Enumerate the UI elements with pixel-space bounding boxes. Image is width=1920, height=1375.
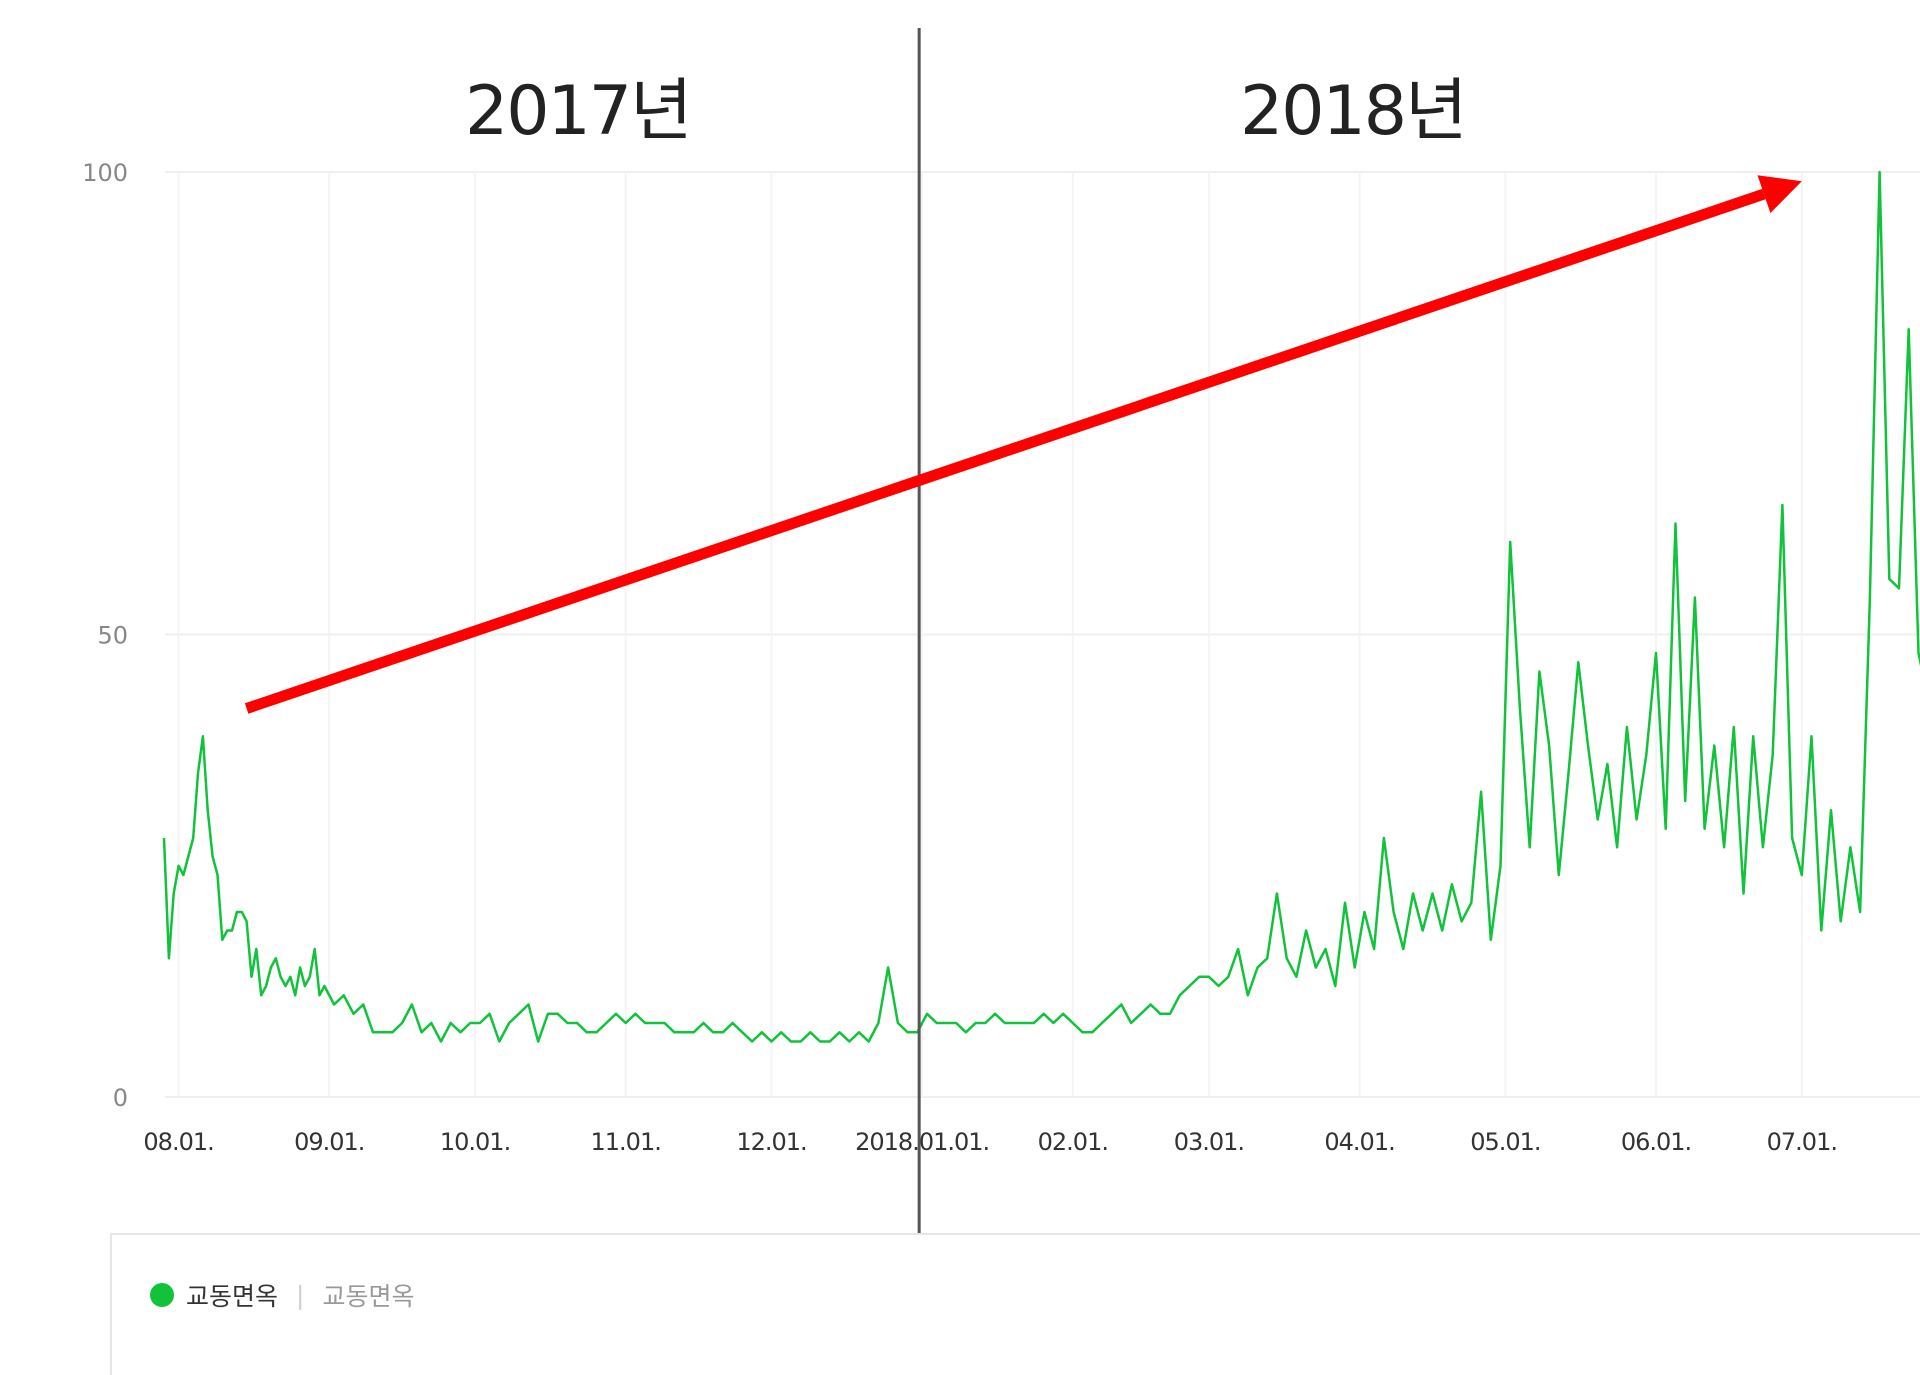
year-label-2017: 2017년 (465, 72, 693, 151)
x-tick-label: 12.01. (736, 1128, 806, 1156)
x-tick-label: 03.01. (1174, 1128, 1244, 1156)
y-axis: 0 50 100 (82, 159, 128, 1112)
x-tick-label: 04.01. (1324, 1128, 1394, 1156)
legend-separator: | (296, 1280, 305, 1310)
x-tick-label: 05.01. (1470, 1128, 1540, 1156)
x-tick-label: 11.01. (591, 1128, 661, 1156)
plot-area (162, 170, 1920, 1043)
x-tick-label: 06.01. (1621, 1128, 1691, 1156)
x-tick-label: 02.01. (1038, 1128, 1108, 1156)
legend[interactable]: 교동면옥 | 교동면옥 (150, 1277, 414, 1313)
x-tick-label: 07.01. (1767, 1128, 1837, 1156)
legend-series-name: 교동면옥 (186, 1282, 279, 1311)
x-axis: 08.01. 09.01. 10.01. 11.01. 12.01. 2018.01.01… (143, 1128, 1838, 1156)
annotation-overlay (244, 28, 1802, 1348)
y-tick-label: 0 (113, 1084, 128, 1112)
trend-arrow-head-icon (1757, 175, 1802, 213)
series-line-0 (162, 170, 1920, 1043)
trend-arrow-shaft (244, 188, 1766, 714)
y-tick-label: 100 (82, 159, 128, 187)
x-tick-label: 10.01. (440, 1128, 510, 1156)
x-tick-label: 09.01. (294, 1128, 364, 1156)
x-tick-label: 08.01. (143, 1128, 213, 1156)
legend-dot-icon (150, 1283, 174, 1307)
legend-sub-label: 교동면옥 (322, 1282, 415, 1311)
grid-lines (165, 171, 1920, 1098)
x-tick-label: 2018.01.01. (855, 1128, 989, 1156)
y-tick-label: 50 (97, 622, 128, 650)
year-label-2018: 2018년 (1240, 72, 1468, 151)
